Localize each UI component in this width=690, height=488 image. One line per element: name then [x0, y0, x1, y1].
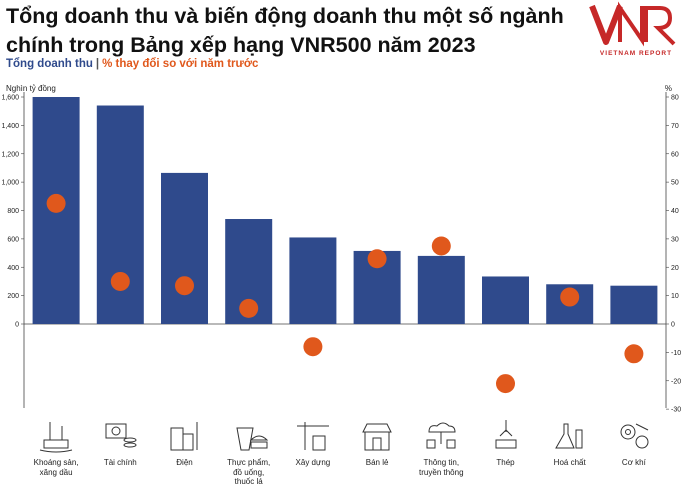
y-tick-label: 1,000	[1, 180, 19, 187]
construction-crane-icon	[293, 418, 333, 454]
chemical-flask-icon	[550, 418, 590, 454]
bar-5	[289, 237, 337, 324]
category-label-10: Cơ khí	[602, 458, 666, 468]
y2-tick-label: 50	[671, 180, 679, 187]
percent-dot-10	[624, 344, 644, 364]
percent-dot-3	[175, 276, 194, 296]
category-label-line: Thép	[496, 458, 515, 467]
category-label-9: Hoá chất	[538, 458, 602, 468]
category-label-line: đồ uống,	[233, 467, 265, 477]
y-tick-label: 1,200	[1, 151, 19, 158]
bar-8	[482, 276, 529, 324]
category-label-7: Thông tin, truyền thông	[409, 458, 473, 477]
category-label-line: Hoá chất	[553, 458, 586, 467]
y-tick-label: 200	[7, 293, 19, 300]
legend-percent-label: % thay đổi so với năm trước	[102, 58, 259, 70]
category-label-line: Điện	[176, 458, 193, 467]
percent-dot-2	[110, 271, 130, 291]
y-tick-label: 1,600	[1, 95, 19, 102]
vnr-logo: VIETNAM REPORT	[586, 0, 686, 64]
category-label-line: Bán lẻ	[365, 458, 389, 467]
category-label-4: Thực phẩm, đồ uống, thuốc lá	[217, 458, 281, 487]
gears-tools-icon	[614, 418, 654, 454]
y-tick-label: 1,400	[1, 123, 19, 130]
category-label-line: Thông tin,	[423, 458, 460, 467]
network-icon	[421, 418, 461, 454]
percent-dot-8	[496, 374, 515, 394]
percent-dot-4	[239, 298, 259, 318]
y-tick-label: 600	[7, 236, 19, 243]
percent-dot-7	[431, 236, 451, 256]
category-label-8: Thép	[474, 458, 538, 468]
bar-3	[161, 172, 208, 324]
y-tick-label: 0	[15, 322, 19, 329]
y2-tick-label: 60	[671, 151, 679, 158]
category-label-line: Cơ khí	[621, 458, 646, 467]
y2-tick-label: -20	[671, 378, 681, 385]
y2-axis-label: %	[665, 84, 672, 93]
category-label-6: Bán lẻ	[345, 458, 409, 468]
y2-tick-label: 70	[671, 123, 679, 130]
oil-rig-icon	[36, 418, 76, 454]
category-label-line: xăng dầu	[39, 467, 73, 477]
y2-tick-label: -10	[671, 350, 681, 357]
percent-dot-9	[560, 287, 580, 307]
y2-tick-label: 0	[671, 322, 675, 329]
category-label-3: Điện	[153, 458, 217, 468]
legend-separator: |	[95, 58, 100, 70]
category-label-line: Khoáng sản,	[33, 458, 79, 467]
category-label-line: Xây dựng	[295, 458, 331, 467]
bar-2	[96, 105, 144, 324]
logo-text: VIETNAM REPORT	[599, 50, 673, 57]
bar-7	[417, 255, 465, 324]
percent-dot-1	[46, 193, 66, 213]
bar-10	[610, 285, 658, 324]
category-label-2: Tài chính	[88, 458, 152, 468]
retail-store-icon	[357, 418, 397, 454]
y2-tick-label: 20	[671, 265, 679, 272]
category-label-line: thuốc lá	[234, 477, 263, 486]
category-label-line: truyền thông	[419, 467, 464, 477]
category-label-line: Tài chính	[103, 458, 137, 467]
food-drink-icon	[229, 418, 269, 454]
category-label-line: Thực phẩm,	[227, 458, 271, 467]
category-label-1: Khoáng sản, xăng dầu	[24, 458, 88, 477]
steel-hook-icon	[486, 418, 526, 454]
y2-tick-label: 10	[671, 293, 679, 300]
chart-legend: Tổng doanh thu |% thay đổi so với năm trư…	[6, 58, 258, 70]
power-plant-icon	[165, 418, 205, 454]
y-tick-label: 400	[7, 265, 19, 272]
vnr-logo-mark	[589, 1, 676, 47]
y2-tick-label: 30	[671, 236, 679, 243]
percent-dot-6	[367, 249, 387, 269]
y2-tick-label: -30	[671, 407, 681, 414]
category-label-5: Xây dựng	[281, 458, 345, 468]
chart-title: Tổng doanh thu và biến động doanh thu mộ…	[6, 4, 564, 57]
y-axis-label: Nghìn tỷ đồng	[6, 84, 56, 93]
percent-dot-5	[303, 337, 323, 357]
y-tick-label: 800	[7, 208, 19, 215]
money-icon	[100, 418, 140, 454]
y2-tick-label: 80	[671, 95, 679, 102]
legend-bar-label: Tổng doanh thu	[6, 58, 93, 70]
y2-tick-label: 40	[671, 208, 679, 215]
